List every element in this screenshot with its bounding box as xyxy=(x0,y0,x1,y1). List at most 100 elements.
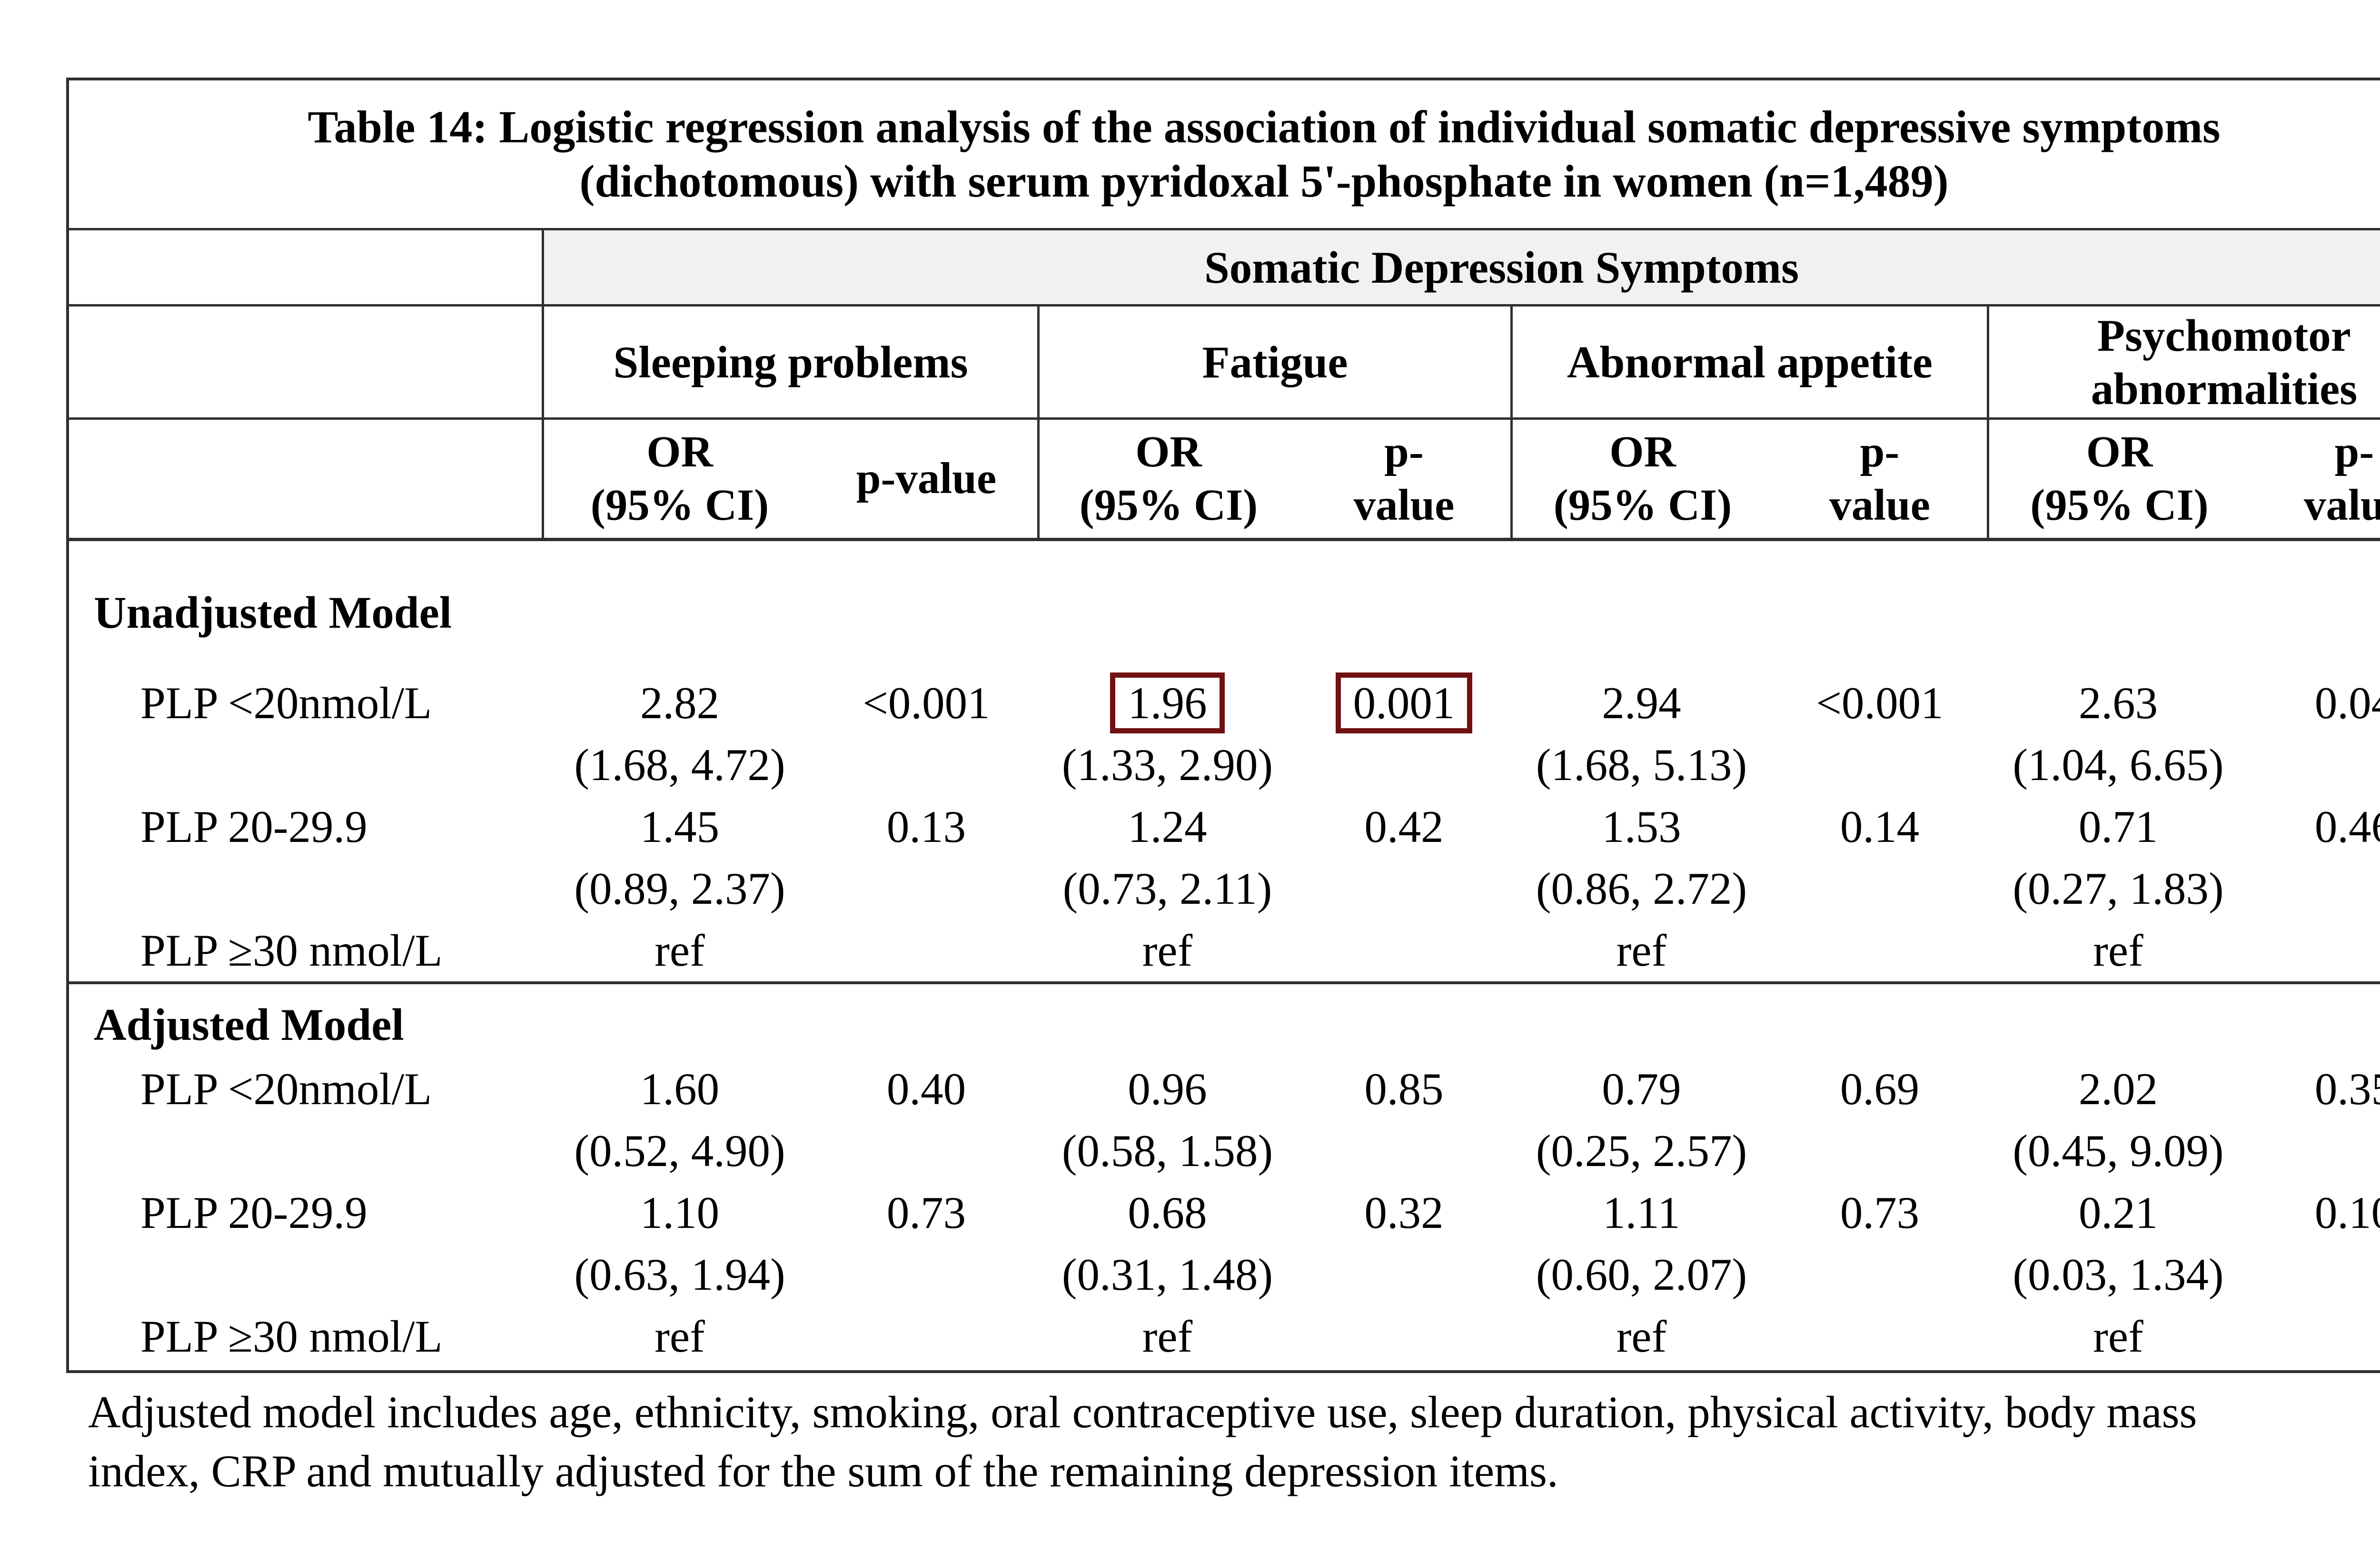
subheader-sleeping-p: p-value xyxy=(815,420,1037,538)
or-value: 0.68 xyxy=(1128,1187,1207,1238)
or-cell: 1.11 (0.60, 2.07) xyxy=(1510,1182,1773,1305)
p-cell: 0.35 xyxy=(2250,1058,2380,1120)
or-cell: 2.82 (1.68, 4.72) xyxy=(544,672,815,796)
p-value: 0.69 xyxy=(1840,1064,1920,1114)
row-label: PLP <20nmol/L xyxy=(140,678,432,728)
subheader-or-line: (95% CI) xyxy=(1553,481,1732,530)
p-cell: 0.42 xyxy=(1298,796,1510,858)
group-header-fatigue: Fatigue xyxy=(1037,306,1510,417)
table-title-line-1: Table 14: Logistic regression analysis o… xyxy=(307,101,2221,152)
or-value: 2.82 xyxy=(640,678,720,728)
header-empty-cell xyxy=(69,306,544,417)
or-cell: ref xyxy=(1987,1305,2250,1367)
subheader-or-line: OR xyxy=(646,427,713,476)
p-cell: 0.10 xyxy=(2250,1182,2380,1244)
p-value: 0.14 xyxy=(1840,801,1920,852)
section-unadjusted-model: Unadjusted Model PLP <20nmol/L 2.82 (1.6… xyxy=(69,582,2380,981)
p-value: 0.13 xyxy=(886,801,966,852)
p-value: <0.001 xyxy=(1816,678,1944,728)
or-value: 1.24 xyxy=(1128,801,1207,852)
table-row: PLP <20nmol/L 2.82 (1.68, 4.72) <0.001 1… xyxy=(69,672,2380,796)
subheader-psychomotor-p: p- value xyxy=(2250,420,2380,538)
or-cell: 0.96 (0.58, 1.58) xyxy=(1037,1058,1298,1182)
ci-value: (0.86, 2.72) xyxy=(1536,863,1747,914)
or-cell: ref xyxy=(1510,1305,1773,1367)
or-cell: 0.68 (0.31, 1.48) xyxy=(1037,1182,1298,1305)
row-label: PLP 20-29.9 xyxy=(140,1187,367,1238)
p-value: 0.40 xyxy=(886,1064,966,1114)
or-cell: ref xyxy=(1510,919,1773,981)
p-cell: <0.001 xyxy=(815,672,1037,734)
p-cell: 0.14 xyxy=(1773,796,1987,858)
subheader-or-line: OR xyxy=(2086,427,2153,476)
or-value: 2.94 xyxy=(1602,678,1681,728)
section-adjusted-model: Adjusted Model PLP <20nmol/L 1.60 (0.52,… xyxy=(69,981,2380,1367)
p-value: 0.10 xyxy=(2314,1187,2380,1238)
or-value: 2.63 xyxy=(2078,678,2158,728)
section-label: Adjusted Model xyxy=(94,999,404,1050)
or-cell: 1.10 (0.63, 1.94) xyxy=(544,1182,815,1305)
header-sub-row: OR (95% CI) p-value OR (95% CI) p- value… xyxy=(69,420,2380,541)
highlight-box: 0.001 xyxy=(1335,672,1473,733)
table-row-reference: PLP ≥30 nmol/L ref ref ref ref xyxy=(69,919,2380,981)
ci-value: (0.25, 2.57) xyxy=(1536,1126,1747,1176)
group-header-sleeping-problems: Sleeping problems xyxy=(613,336,968,387)
or-value: 0.21 xyxy=(2078,1187,2158,1238)
p-value: 0.73 xyxy=(1840,1187,1920,1238)
subheader-p-line: p- xyxy=(2334,427,2374,476)
highlight-box: 1.96 xyxy=(1110,672,1225,733)
or-cell: 0.21 (0.03, 1.34) xyxy=(1987,1182,2250,1305)
subheader-or-line: (95% CI) xyxy=(590,481,769,530)
ci-value: (1.68, 4.72) xyxy=(574,740,785,790)
row-label: PLP 20-29.9 xyxy=(140,801,367,852)
ref-value: ref xyxy=(1616,925,1667,976)
subheader-p-line: p- xyxy=(1384,427,1424,476)
or-cell: 1.53 (0.86, 2.72) xyxy=(1510,796,1773,919)
p-cell: 0.46 xyxy=(2250,796,2380,858)
ref-value: ref xyxy=(1142,1311,1193,1362)
subheader-or-line: (95% CI) xyxy=(1079,481,1258,530)
subheader-or-line: OR xyxy=(1135,427,1202,476)
ref-value: ref xyxy=(2093,1311,2143,1362)
ref-value: ref xyxy=(654,1311,705,1362)
p-cell: 0.69 xyxy=(1773,1058,1987,1120)
ci-value: (0.89, 2.37) xyxy=(574,863,785,914)
ref-value: ref xyxy=(1616,1311,1667,1362)
table-row: PLP 20-29.9 1.45 (0.89, 2.37) 0.13 1.24 … xyxy=(69,796,2380,919)
subheader-fatigue-or: OR (95% CI) xyxy=(1037,420,1298,538)
subheader-fatigue-p: p- value xyxy=(1298,420,1510,538)
ci-value: (0.27, 1.83) xyxy=(2013,863,2224,914)
footnote-line-1: Adjusted model includes age, ethnicity, … xyxy=(88,1387,2197,1437)
table-title-line-2: (dichotomous) with serum pyridoxal 5'-ph… xyxy=(579,156,1949,207)
table-row-reference: PLP ≥30 nmol/L ref ref ref ref xyxy=(69,1305,2380,1367)
or-value: 1.45 xyxy=(640,801,720,852)
header-span-row: Somatic Depression Symptoms xyxy=(69,230,2380,306)
subheader-or-line: OR xyxy=(1609,427,1676,476)
or-cell: 2.94 (1.68, 5.13) xyxy=(1510,672,1773,796)
group-header-psychomotor-abnormalities: Psychomotor abnormalities xyxy=(1987,306,2380,417)
p-cell: 0.13 xyxy=(815,796,1037,858)
p-cell: 0.04 xyxy=(2250,672,2380,734)
table-row: PLP 20-29.9 1.10 (0.63, 1.94) 0.73 0.68 … xyxy=(69,1182,2380,1305)
ci-value: (0.73, 2.11) xyxy=(1062,863,1272,914)
subheader-p-line: p-value xyxy=(856,454,997,503)
p-cell: <0.001 xyxy=(1773,672,1987,734)
table-row: PLP <20nmol/L 1.60 (0.52, 4.90) 0.40 0.9… xyxy=(69,1058,2380,1182)
table-title: Table 14: Logistic regression analysis o… xyxy=(69,80,2380,230)
ref-value: ref xyxy=(654,925,705,976)
header-empty-cell xyxy=(69,420,544,538)
or-value: 0.79 xyxy=(1602,1064,1681,1114)
ci-value: (1.04, 6.65) xyxy=(2013,740,2224,790)
ci-value: (0.31, 1.48) xyxy=(1061,1249,1273,1300)
ref-value: ref xyxy=(2093,925,2143,976)
footnote-line-2: index, CRP and mutually adjusted for the… xyxy=(88,1446,1558,1496)
or-cell: ref xyxy=(1037,919,1298,981)
table-body: Unadjusted Model PLP <20nmol/L 2.82 (1.6… xyxy=(69,582,2380,1367)
ci-value: (0.58, 1.58) xyxy=(1061,1126,1273,1176)
or-cell: ref xyxy=(544,1305,815,1367)
subheader-sleeping-or: OR (95% CI) xyxy=(544,420,815,538)
subheader-p-line: value xyxy=(2304,481,2380,530)
or-cell: 0.79 (0.25, 2.57) xyxy=(1510,1058,1773,1182)
section-label: Unadjusted Model xyxy=(94,587,452,638)
subheader-p-line: value xyxy=(1829,481,1930,530)
